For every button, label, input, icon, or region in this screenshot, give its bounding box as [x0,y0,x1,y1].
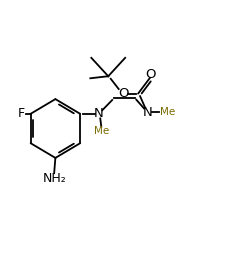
Text: N: N [143,106,152,118]
Text: Me: Me [160,107,175,117]
Text: Me: Me [94,126,110,136]
Text: F: F [18,107,25,120]
Text: N: N [94,107,104,120]
Text: NH₂: NH₂ [42,172,66,185]
Text: O: O [145,68,155,81]
Text: O: O [118,87,128,100]
